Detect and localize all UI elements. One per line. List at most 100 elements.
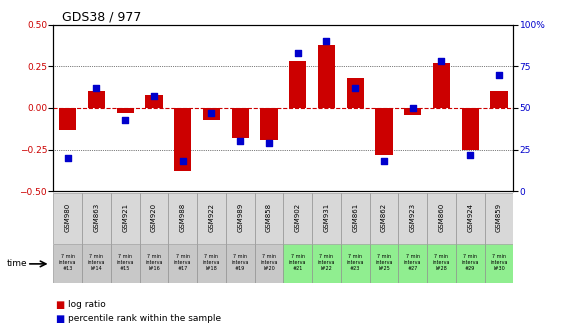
Bar xyxy=(140,193,168,244)
Point xyxy=(494,72,503,77)
Point xyxy=(63,155,72,161)
Bar xyxy=(427,193,456,244)
Text: GSM859: GSM859 xyxy=(496,203,502,232)
Point xyxy=(437,59,446,64)
Point xyxy=(236,139,245,144)
Text: GSM923: GSM923 xyxy=(410,203,416,232)
Text: GSM920: GSM920 xyxy=(151,203,157,232)
Text: 7 min
interva
#23: 7 min interva #23 xyxy=(347,254,364,271)
Text: GSM922: GSM922 xyxy=(209,203,214,232)
Text: 7 min
interva
l#25: 7 min interva l#25 xyxy=(375,254,393,271)
Bar xyxy=(255,244,283,283)
Point xyxy=(207,110,216,115)
Point xyxy=(379,159,388,164)
Bar xyxy=(375,108,393,155)
Text: 7 min
interva
l#28: 7 min interva l#28 xyxy=(433,254,450,271)
Point xyxy=(264,140,273,146)
Bar xyxy=(197,193,226,244)
Text: 7 min
interva
#15: 7 min interva #15 xyxy=(117,254,134,271)
Bar xyxy=(111,193,140,244)
Text: GSM858: GSM858 xyxy=(266,203,272,232)
Point xyxy=(466,152,475,157)
Text: GSM921: GSM921 xyxy=(122,203,128,232)
Bar xyxy=(283,193,312,244)
Bar xyxy=(485,193,513,244)
Text: GSM902: GSM902 xyxy=(295,203,301,232)
Bar xyxy=(462,108,479,150)
Bar xyxy=(433,63,450,108)
Bar xyxy=(226,193,255,244)
Bar xyxy=(111,244,140,283)
Point xyxy=(121,117,130,122)
Bar xyxy=(341,244,370,283)
Bar xyxy=(82,244,111,283)
Text: time: time xyxy=(7,259,27,268)
Bar xyxy=(347,78,364,108)
Text: 7 min
interva
#13: 7 min interva #13 xyxy=(59,254,76,271)
Bar xyxy=(232,108,249,138)
Text: 7 min
interva
l#16: 7 min interva l#16 xyxy=(145,254,163,271)
Text: 7 min
interva
l#20: 7 min interva l#20 xyxy=(260,254,278,271)
Text: ■: ■ xyxy=(55,300,64,310)
Text: 7 min
interva
#27: 7 min interva #27 xyxy=(404,254,421,271)
Bar xyxy=(117,108,134,113)
Bar xyxy=(255,193,283,244)
Text: 7 min
interva
#29: 7 min interva #29 xyxy=(462,254,479,271)
Bar xyxy=(370,193,398,244)
Text: ■: ■ xyxy=(55,314,64,324)
Bar xyxy=(490,91,508,108)
Text: percentile rank within the sample: percentile rank within the sample xyxy=(68,314,222,323)
Bar xyxy=(456,244,485,283)
Bar xyxy=(404,108,421,114)
Text: GSM989: GSM989 xyxy=(237,203,243,232)
Bar xyxy=(88,91,105,108)
Bar xyxy=(197,244,226,283)
Bar xyxy=(140,244,168,283)
Bar xyxy=(312,193,341,244)
Point xyxy=(149,94,158,99)
Bar xyxy=(174,108,191,171)
Text: 7 min
interva
#17: 7 min interva #17 xyxy=(174,254,191,271)
Bar xyxy=(341,193,370,244)
Bar xyxy=(53,193,82,244)
Bar xyxy=(312,244,341,283)
Point xyxy=(351,85,360,91)
Point xyxy=(322,39,331,44)
Text: 7 min
interva
l#14: 7 min interva l#14 xyxy=(88,254,105,271)
Text: log ratio: log ratio xyxy=(68,300,106,309)
Bar xyxy=(456,193,485,244)
Bar xyxy=(59,108,76,129)
Bar xyxy=(283,244,312,283)
Text: 7 min
interva
#19: 7 min interva #19 xyxy=(232,254,249,271)
Bar xyxy=(145,95,163,108)
Text: 7 min
interva
l#18: 7 min interva l#18 xyxy=(203,254,220,271)
Text: 7 min
interva
l#30: 7 min interva l#30 xyxy=(490,254,508,271)
Text: GSM980: GSM980 xyxy=(65,203,71,232)
Text: 7 min
interva
l#22: 7 min interva l#22 xyxy=(318,254,335,271)
Point xyxy=(178,159,187,164)
Text: GSM861: GSM861 xyxy=(352,203,358,232)
Bar xyxy=(203,108,220,120)
Bar xyxy=(485,244,513,283)
Bar xyxy=(168,193,197,244)
Text: GSM988: GSM988 xyxy=(180,203,186,232)
Point xyxy=(92,85,101,91)
Bar xyxy=(370,244,398,283)
Bar xyxy=(398,244,427,283)
Bar xyxy=(53,244,82,283)
Text: GSM862: GSM862 xyxy=(381,203,387,232)
Bar xyxy=(168,244,197,283)
Text: GSM931: GSM931 xyxy=(324,203,329,232)
Text: GSM863: GSM863 xyxy=(94,203,99,232)
Point xyxy=(293,50,302,56)
Bar xyxy=(226,244,255,283)
Text: GSM860: GSM860 xyxy=(439,203,444,232)
Bar xyxy=(260,108,278,140)
Bar xyxy=(427,244,456,283)
Text: GDS38 / 977: GDS38 / 977 xyxy=(62,10,142,23)
Point xyxy=(408,105,417,111)
Bar xyxy=(289,61,306,108)
Bar xyxy=(398,193,427,244)
Bar xyxy=(318,44,335,108)
Text: 7 min
interva
#21: 7 min interva #21 xyxy=(289,254,306,271)
